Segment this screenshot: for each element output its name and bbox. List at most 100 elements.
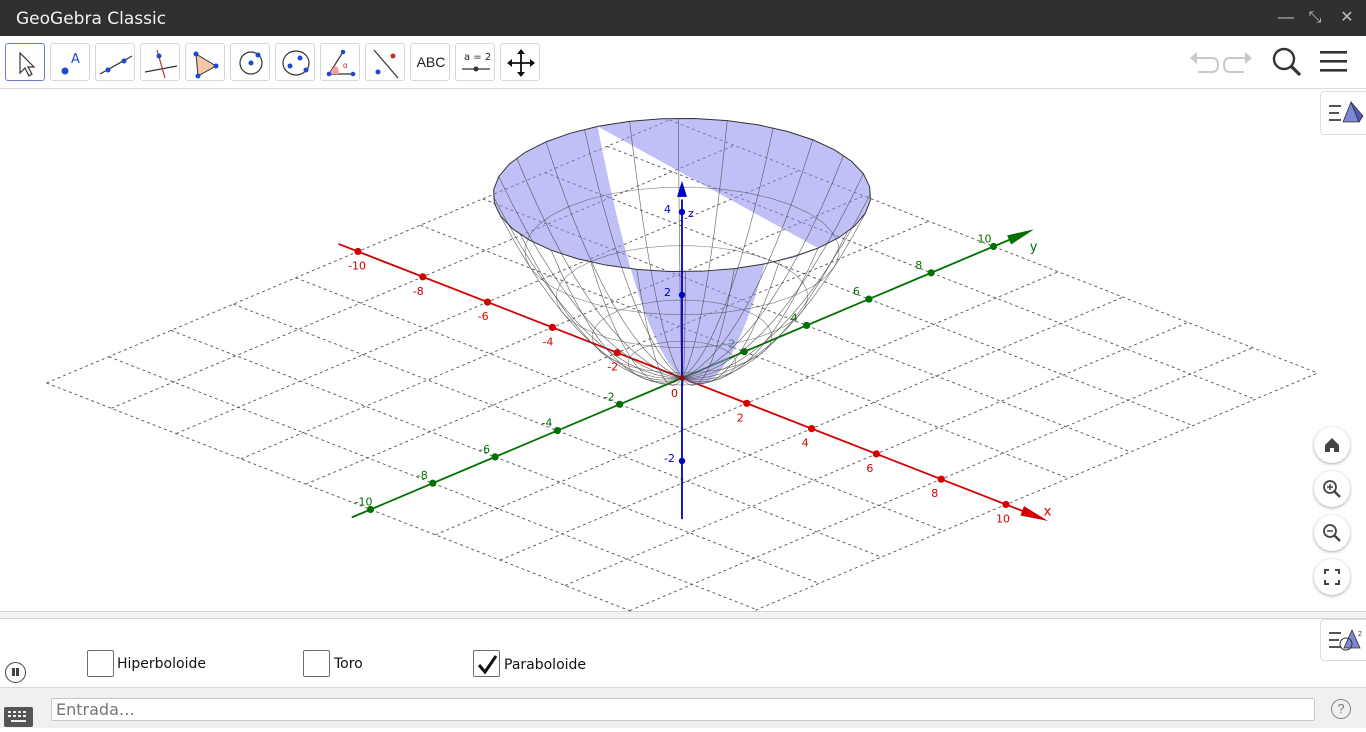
hiperboloide-checkbox[interactable]: [87, 650, 114, 677]
x-axis-tick: [484, 298, 492, 306]
x-axis-tick-label: 2: [737, 411, 744, 424]
x-axis-arrow: [1020, 506, 1049, 521]
menu-icon[interactable]: [1317, 44, 1353, 80]
y-axis-tick: [553, 427, 562, 435]
y-axis-tick: [989, 242, 998, 251]
y-axis-tick: [803, 321, 811, 329]
grid-line-y: [170, 329, 820, 584]
paraboloid-meridian: [584, 129, 683, 379]
grid-line-y: [108, 356, 757, 611]
toolbar: A α ABC a = 2: [0, 36, 1366, 89]
circle-icon: [239, 51, 263, 75]
search-icon[interactable]: [1269, 44, 1305, 80]
pause-animation-button[interactable]: [5, 662, 26, 683]
x-axis-label: x: [1044, 504, 1052, 519]
redo-icon[interactable]: [1222, 44, 1258, 80]
svg-text:2: 2: [1358, 631, 1362, 638]
x-axis-tick-label: -4: [542, 335, 553, 348]
origin-point: [679, 375, 685, 381]
text-tool[interactable]: ABC: [410, 43, 450, 81]
slider-tool[interactable]: a = 2: [455, 43, 495, 81]
slider-tool-label: a = 2: [464, 52, 491, 63]
x-axis-tick-label: -2: [607, 361, 618, 374]
input-bar: ?: [0, 687, 1366, 728]
undo-icon[interactable]: [1186, 44, 1222, 80]
x-axis-tick-label: -6: [478, 310, 489, 323]
grid-line-y: [295, 277, 944, 532]
help-button[interactable]: ?: [1331, 699, 1351, 719]
line-tool[interactable]: [95, 43, 135, 81]
y-axis-tick-label: 6: [853, 285, 860, 298]
graphics-style-bar-toggle[interactable]: [1320, 91, 1366, 135]
fullscreen-icon: [1324, 569, 1340, 585]
svg-text:α: α: [343, 61, 348, 70]
x-axis-tick-label: -8: [413, 285, 424, 298]
paraboloid-meridian: [516, 157, 683, 379]
move-cross-icon: [507, 49, 535, 77]
perpendicular-line-tool[interactable]: [140, 43, 180, 81]
reflect-tool[interactable]: [365, 43, 405, 81]
checkmark-icon: [477, 655, 498, 675]
paraboloid-surface: [493, 118, 871, 385]
zoom-out-button[interactable]: [1314, 515, 1350, 551]
y-axis-tick-label: -8: [417, 469, 428, 482]
z-axis-tick-label: 4: [664, 203, 671, 216]
minimize-button[interactable]: —: [1278, 9, 1294, 26]
paraboloid-rim: [493, 118, 871, 272]
move-tool[interactable]: [5, 43, 45, 81]
grid-line-y: [544, 172, 1194, 427]
grid-line-y: [46, 382, 632, 611]
fullscreen-button[interactable]: [1314, 559, 1350, 595]
z-axis-arrow: [677, 180, 687, 197]
x-axis-tick-label: 10: [996, 513, 1010, 526]
reflect-icon: [373, 49, 399, 79]
keyboard-button[interactable]: [4, 707, 33, 727]
close-button[interactable]: ✕: [1340, 9, 1354, 26]
angle-tool[interactable]: α: [320, 43, 360, 81]
x-axis-tick: [548, 323, 557, 331]
paraboloid-parallel: [524, 186, 840, 315]
y-axis-tick-label: -4: [541, 417, 552, 430]
zoom-in-button[interactable]: [1314, 471, 1350, 507]
y-axis-arrow: [1007, 229, 1034, 245]
z-axis-tick: [678, 457, 686, 465]
y-axis-tick: [429, 479, 437, 487]
restore-button[interactable]: ⤡: [1308, 9, 1322, 26]
polygon-tool[interactable]: [185, 43, 225, 81]
x-axis-tick: [937, 475, 945, 483]
toro-checkbox[interactable]: [303, 650, 330, 677]
paraboloid-meridian: [492, 196, 683, 379]
input-field[interactable]: [51, 698, 1315, 721]
hiperboloide-label: Hiperboloide: [117, 656, 206, 672]
title-bar: GeoGebra Classic — ⤡ ✕: [0, 0, 1366, 36]
home-button[interactable]: [1314, 427, 1350, 463]
home-icon: [1325, 438, 1339, 452]
z-axis-label: z: [688, 207, 694, 220]
y-axis-tick-label: -10: [355, 496, 373, 509]
x-axis-tick-label: -10: [348, 260, 366, 273]
paraboloid-meridian: [681, 193, 872, 379]
circle-tool[interactable]: [230, 43, 270, 81]
y-axis-tick: [616, 400, 624, 408]
zoom-out-icon: [1323, 524, 1341, 542]
x-axis-tick: [872, 450, 881, 458]
x-axis-tick: [808, 425, 816, 433]
ellipse-tool[interactable]: [275, 43, 315, 81]
panel-divider[interactable]: [0, 611, 1366, 619]
y-axis-tick-label: 8: [915, 259, 922, 272]
z-axis-tick: [678, 291, 686, 299]
x-axis-tick-label: 4: [802, 437, 809, 450]
y-axis-tick-label: 4: [791, 311, 798, 324]
scene-3d[interactable]: -10-8-6-4-2246810y-10-8-6-4-2246810x-224…: [0, 89, 1366, 611]
x-axis-tick: [613, 349, 621, 357]
ellipse-icon: [282, 50, 310, 76]
graphics-view-3d[interactable]: -10-8-6-4-2246810y-10-8-6-4-2246810x-224…: [0, 89, 1366, 611]
point-tool[interactable]: A: [50, 43, 90, 81]
grid-line-y: [233, 303, 882, 558]
move-graphics-view-tool[interactable]: [500, 43, 540, 81]
algebra-style-bar-toggle[interactable]: 2: [1320, 619, 1366, 661]
paraboloide-checkbox[interactable]: [473, 650, 500, 677]
y-axis-tick: [865, 295, 873, 303]
perpendicular-line-icon: [144, 49, 178, 79]
z-axis-tick: [678, 208, 686, 216]
